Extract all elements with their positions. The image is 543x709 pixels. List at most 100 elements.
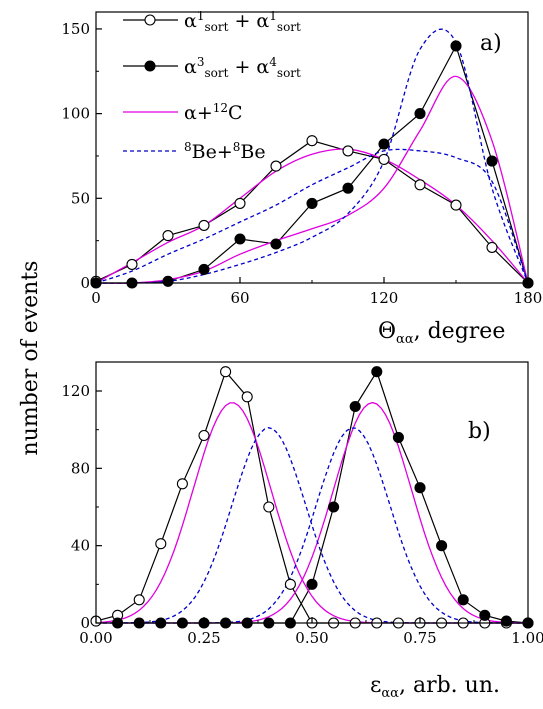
- data-point: [378, 153, 390, 165]
- text-part: 4: [269, 55, 277, 69]
- x-tick-label: 0.00: [79, 629, 112, 647]
- legend-label-2: α+12C: [184, 101, 243, 124]
- data-point: [270, 160, 282, 172]
- data-point: [500, 615, 512, 627]
- legend-marker-1: [144, 60, 156, 72]
- x-axis-label-suffix: , arb. un.: [399, 673, 500, 698]
- x-axis-label-main: ε: [370, 673, 381, 698]
- x-tick-label: 180: [514, 289, 543, 307]
- text-part: α+: [184, 102, 213, 124]
- x-axis-label: Θαα, degree: [378, 319, 505, 347]
- x-axis-label-main: Θ: [378, 319, 396, 344]
- data-point: [198, 263, 210, 275]
- series-line-4: [95, 148, 529, 284]
- x-tick-label: 0.25: [187, 629, 220, 647]
- data-point: [450, 40, 462, 52]
- text-part: Be: [240, 141, 265, 163]
- data-point: [270, 238, 282, 250]
- data-point: [306, 135, 318, 147]
- data-point: [126, 258, 138, 270]
- data-point: [162, 230, 174, 242]
- panel-b: 0.00 0.25 0.50 0.75 1.00 0 40 80 120 b) εαα, arb. …: [61, 361, 543, 701]
- x-tick-label: 60: [230, 289, 249, 307]
- data-point: [414, 108, 426, 120]
- data-point: [155, 538, 167, 550]
- legend-label-3: 8Be+8Be: [184, 140, 266, 163]
- y-tick-label: 150: [61, 20, 90, 38]
- series-line-2: [95, 148, 529, 284]
- data-point: [133, 594, 145, 606]
- data-point: [306, 197, 318, 209]
- data-point: [234, 197, 246, 209]
- text-part: 8: [184, 140, 192, 154]
- x-axis-label-suffix: , degree: [414, 319, 506, 344]
- data-point: [450, 199, 462, 211]
- y-tick-label: 50: [71, 189, 90, 207]
- text-part: α: [184, 10, 197, 32]
- y-tick-label: 80: [71, 459, 90, 477]
- y-axis-label-text: number of events: [18, 261, 43, 456]
- data-point: [436, 540, 448, 552]
- text-part: α: [184, 56, 197, 78]
- series-line-4: [96, 427, 528, 624]
- text-part: sort: [204, 66, 228, 80]
- x-axis-label-sub: αα: [396, 332, 414, 347]
- legend-label-1: α3sort + α4sort: [184, 55, 301, 79]
- panel-label: a): [480, 31, 502, 56]
- data-point: [479, 609, 491, 621]
- data-point: [414, 482, 426, 494]
- text-part: sort: [277, 20, 301, 34]
- x-tick-label: 0.75: [403, 629, 436, 647]
- data-point: [486, 241, 498, 253]
- text-part: 8: [233, 140, 241, 154]
- data-point: [263, 501, 275, 513]
- data-point: [198, 429, 210, 442]
- data-point: [198, 219, 210, 231]
- series-line-1: [117, 370, 529, 624]
- plot-frame: [95, 11, 529, 284]
- x-tick-label: 0.50: [295, 629, 328, 647]
- x-tick-label: 0: [91, 289, 101, 307]
- text-part: Be+: [192, 141, 233, 163]
- y-tick-label: 0: [80, 274, 90, 292]
- text-part: 1: [269, 9, 277, 23]
- data-point: [306, 578, 318, 590]
- data-point: [371, 366, 383, 378]
- series-line-3: [96, 401, 528, 624]
- y-tick-label: 0: [80, 614, 90, 632]
- data-point: [241, 391, 253, 403]
- data-point: [284, 578, 296, 590]
- x-tick-label: 1.00: [511, 629, 543, 647]
- data-point: [342, 182, 354, 194]
- data-point: [349, 400, 361, 413]
- y-axis-label: number of events: [18, 261, 43, 456]
- text-part: sort: [277, 66, 301, 80]
- series-line-1: [96, 44, 529, 284]
- x-axis-label: εαα, arb. un.: [370, 673, 500, 701]
- data-point: [392, 431, 404, 443]
- text-part: 3: [197, 55, 205, 69]
- series-line-3: [95, 75, 529, 284]
- data-point: [457, 594, 469, 606]
- y-tick-label: 120: [61, 382, 90, 400]
- series-line-5: [96, 427, 528, 624]
- data-point: [342, 145, 354, 157]
- legend-label-0: α1sort + α1sort: [184, 9, 301, 33]
- text-part: + α: [228, 10, 269, 32]
- text-part: 12: [213, 101, 228, 115]
- data-point: [414, 179, 426, 191]
- panel-label: b): [468, 419, 491, 444]
- data-point: [176, 478, 188, 490]
- data-point: [328, 501, 340, 513]
- text-part: C: [228, 102, 243, 124]
- text-part: 1: [197, 9, 205, 23]
- y-tick-label: 100: [61, 105, 90, 123]
- data-point: [234, 233, 246, 245]
- x-tick-label: 120: [370, 289, 399, 307]
- text-part: + α: [228, 56, 269, 78]
- data-point: [378, 138, 390, 150]
- text-part: sort: [204, 20, 228, 34]
